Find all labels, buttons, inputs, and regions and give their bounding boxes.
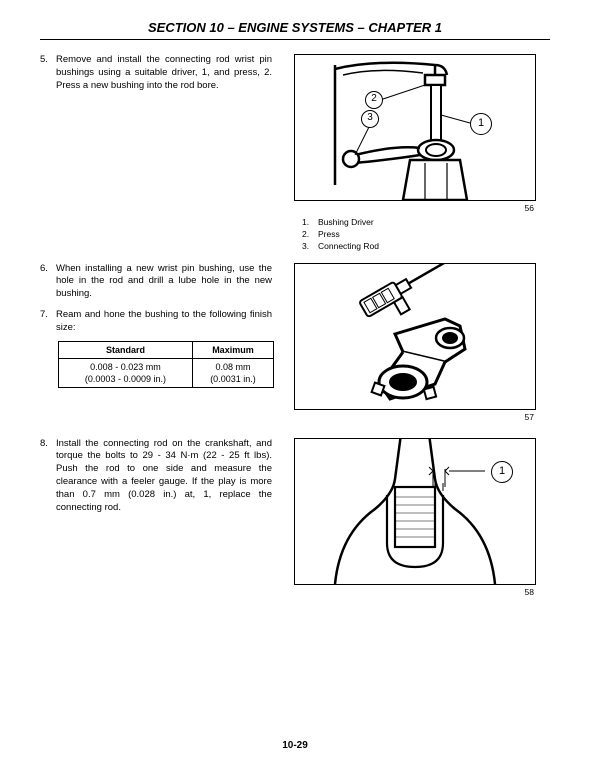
- step-8-body: Install the connecting rod on the cranks…: [56, 438, 272, 515]
- figure-1-num: 56: [294, 203, 534, 213]
- table-row: 0.008 - 0.023 mm (0.0003 - 0.0009 in.) 0…: [59, 358, 274, 387]
- step-8-text: 8.Install the connecting rod on the cran…: [40, 438, 280, 597]
- figure-3-col: 1 58: [294, 438, 550, 597]
- step-5-body: Remove and install the connecting rod wr…: [56, 54, 272, 92]
- step-7-body: Ream and hone the bushing to the followi…: [56, 309, 272, 335]
- figure-2-svg: [295, 264, 535, 409]
- callout-item: 2.Press: [302, 229, 550, 241]
- fig1-label-1: 1: [470, 113, 492, 135]
- figure-1-col: 2 3 1 56 1.Bushing Driver 2.Press 3.Conn…: [294, 54, 550, 253]
- step-5-text: 5.Remove and install the connecting rod …: [40, 54, 280, 253]
- callout-item: 3.Connecting Rod: [302, 241, 550, 253]
- figure-2-box: [294, 263, 536, 410]
- spec-table: Standard Maximum 0.008 - 0.023 mm (0.000…: [58, 341, 274, 388]
- step-6: 6.When installing a new wrist pin bushin…: [40, 263, 280, 301]
- step-6-num: 6.: [40, 263, 56, 276]
- fig1-callouts: 1.Bushing Driver 2.Press 3.Connecting Ro…: [302, 217, 550, 253]
- step-8-num: 8.: [40, 438, 56, 451]
- fig3-label-1: 1: [491, 461, 513, 483]
- figure-3-num: 58: [294, 587, 534, 597]
- fig1-label-2: 2: [365, 91, 383, 109]
- section-header: SECTION 10 – ENGINE SYSTEMS – CHAPTER 1: [40, 20, 550, 40]
- step-7-num: 7.: [40, 309, 56, 322]
- fig1-label-3: 3: [361, 110, 379, 128]
- step-6-7-text: 6.When installing a new wrist pin bushin…: [40, 263, 280, 422]
- table-row: Standard Maximum: [59, 341, 274, 358]
- callout-item: 1.Bushing Driver: [302, 217, 550, 229]
- table-cell: 0.008 - 0.023 mm (0.0003 - 0.0009 in.): [59, 358, 193, 387]
- step-7: 7.Ream and hone the bushing to the follo…: [40, 309, 280, 335]
- figure-2-num: 57: [294, 412, 534, 422]
- figure-1-box: 2 3 1: [294, 54, 536, 201]
- table-header-maximum: Maximum: [192, 341, 273, 358]
- page: SECTION 10 – ENGINE SYSTEMS – CHAPTER 1 …: [0, 0, 590, 769]
- figure-3-box: 1: [294, 438, 536, 585]
- step-5-num: 5.: [40, 54, 56, 67]
- step-row-8: 8.Install the connecting rod on the cran…: [40, 438, 550, 597]
- page-number: 10-29: [0, 740, 590, 751]
- table-cell: 0.08 mm (0.0031 in.): [192, 358, 273, 387]
- step-row-5: 5.Remove and install the connecting rod …: [40, 54, 550, 253]
- figure-1-svg: [295, 55, 535, 200]
- figure-2-col: 57: [294, 263, 550, 422]
- step-row-6-7: 6.When installing a new wrist pin bushin…: [40, 263, 550, 422]
- step-6-body: When installing a new wrist pin bushing,…: [56, 263, 272, 301]
- table-header-standard: Standard: [59, 341, 193, 358]
